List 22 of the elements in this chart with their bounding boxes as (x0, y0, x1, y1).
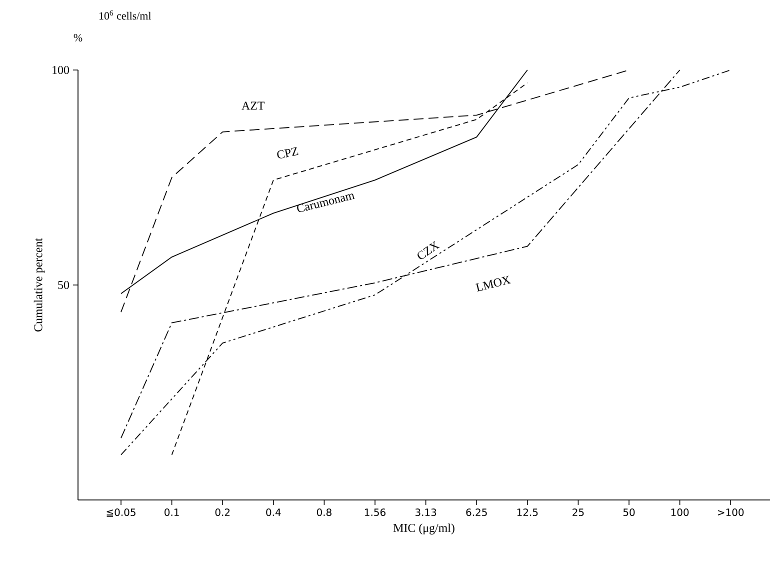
text: % (74, 34, 82, 42)
x-tick-label: 0.4 (266, 508, 281, 516)
x-tick-label: 50 (623, 508, 635, 516)
text: CPZ (277, 147, 298, 158)
text: 10$^{6}$ cells/ml (99, 10, 152, 20)
x-tick-label: 0.2 (215, 508, 230, 516)
x-axis-title: MIC (μg/ml) (393, 524, 454, 534)
x-tick-label: 0.8 (316, 508, 332, 516)
text: LMOX (475, 276, 511, 292)
x-tick-label: 0.1 (164, 508, 179, 516)
text: Carumonam (297, 194, 355, 212)
x-tick-label: 1.56 (365, 508, 386, 516)
x-tick-label: 12.5 (517, 508, 538, 516)
x-tick-label: >100 (718, 508, 744, 516)
x-tick-label: 25 (572, 508, 584, 516)
series-label: AZT (242, 102, 265, 110)
x-tick-label: 100 (671, 508, 689, 516)
x-tick-label: 3.13 (415, 508, 436, 516)
text: CZX (418, 240, 440, 260)
x-tick-label: ≦0.05 (106, 508, 136, 517)
y-axis-title: Cumulative percent (34, 238, 45, 332)
x-tick-label: 6.25 (466, 508, 487, 516)
